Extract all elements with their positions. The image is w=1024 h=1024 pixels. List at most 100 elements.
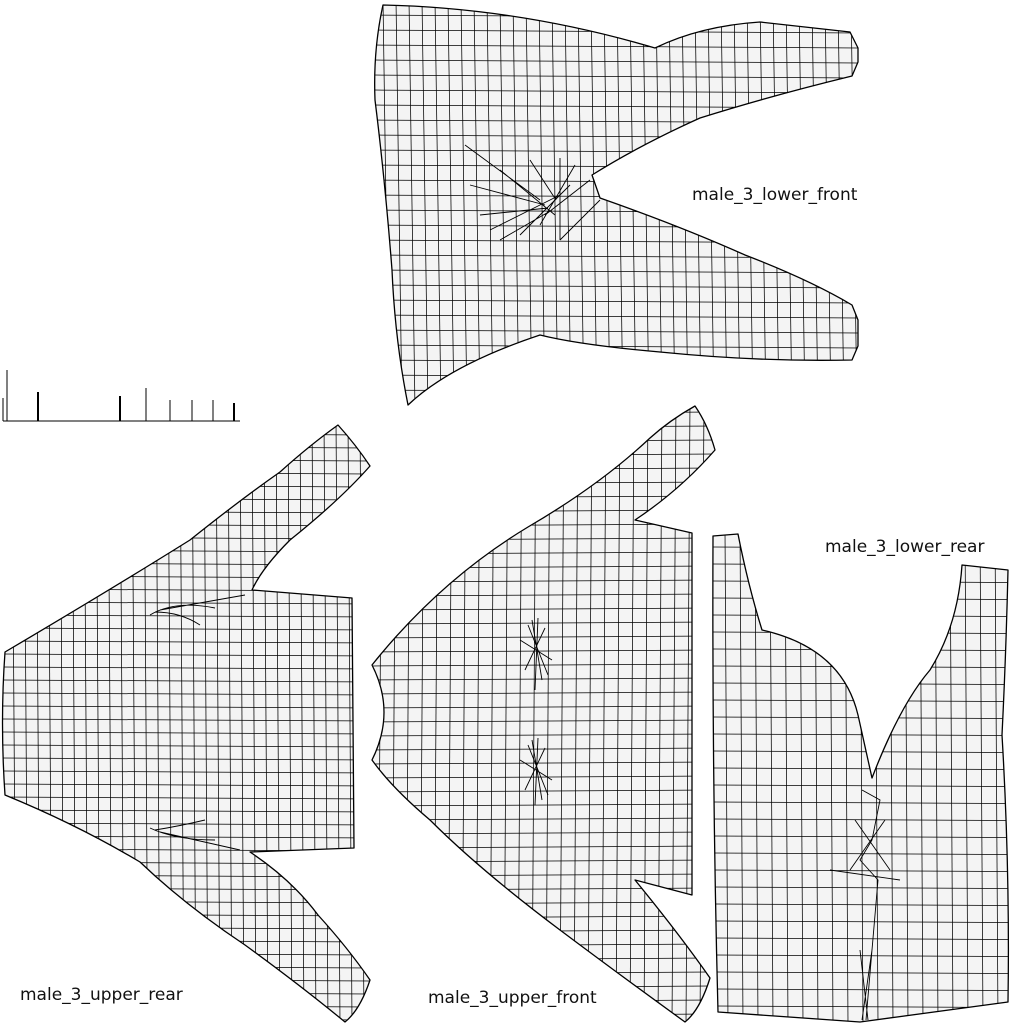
- pattern-upper-rear: [1, 420, 376, 1024]
- mesh-line: [712, 988, 1009, 991]
- mesh-line: [372, 411, 715, 415]
- mesh-line: [699, 406, 705, 1022]
- mesh-line: [573, 406, 579, 1022]
- mesh-line: [964, 534, 969, 1022]
- lower-rear-seam-dense: [829, 789, 901, 1021]
- pattern-lower-front: [370, 0, 862, 406]
- mesh-line: [447, 5, 455, 405]
- mesh-line: [712, 750, 1009, 753]
- upper-front-dart-top: [519, 617, 553, 691]
- mesh-line: [372, 803, 715, 807]
- mesh-line: [739, 534, 744, 1022]
- upper-rear-dart-bottom: [149, 819, 241, 851]
- mesh-line: [2, 692, 370, 696]
- mesh-line: [227, 425, 233, 1022]
- mesh-line: [372, 621, 715, 625]
- mesh-line: [724, 534, 729, 1022]
- mesh-line: [372, 775, 715, 779]
- mesh-line: [434, 5, 442, 405]
- mesh-line: [372, 607, 715, 611]
- mesh-line: [460, 5, 468, 405]
- mesh-line: [374, 269, 858, 274]
- mesh-line: [311, 425, 317, 1022]
- mesh-line: [372, 719, 715, 723]
- mesh-line: [712, 971, 1009, 974]
- mesh-line: [712, 835, 1009, 838]
- mesh-line: [395, 5, 403, 405]
- mesh-line: [2, 809, 370, 813]
- mesh-line: [486, 5, 494, 405]
- mesh-line: [372, 705, 715, 709]
- mesh-line: [712, 801, 1009, 804]
- mesh-line: [374, 404, 858, 405]
- mesh-line: [275, 425, 281, 1022]
- mesh-line: [499, 5, 507, 405]
- mesh-line: [372, 761, 715, 765]
- mesh-line: [372, 509, 715, 513]
- mesh-line: [590, 5, 598, 405]
- mesh-line: [370, 0, 862, 3]
- mesh-line: [2, 536, 370, 540]
- mesh-line: [754, 534, 759, 1022]
- mesh-line: [2, 1004, 370, 1008]
- mesh-line: [712, 784, 1009, 787]
- lower-front-seam-dense: [464, 144, 601, 241]
- mesh-line: [372, 635, 715, 639]
- mesh-line: [2, 666, 370, 670]
- pattern-upper-front: [364, 400, 716, 1024]
- scale-ticks: [2, 370, 240, 422]
- mesh-line: [251, 425, 257, 1022]
- mesh-line: [712, 767, 1009, 770]
- mesh-line: [421, 5, 429, 405]
- mesh-line: [994, 534, 999, 1022]
- mesh-line: [643, 406, 649, 1022]
- mesh-line: [2, 653, 370, 657]
- mesh-line: [2, 757, 370, 761]
- upper-front-outline: [371, 405, 716, 1023]
- upper-rear-dart-top: [149, 594, 246, 626]
- mesh-line: [372, 747, 715, 751]
- mesh-line: [2, 432, 370, 436]
- mesh-line: [587, 406, 593, 1022]
- mesh-line: [374, 44, 858, 49]
- mesh-line: [372, 649, 715, 653]
- mesh-line: [712, 733, 1009, 736]
- mesh-line: [615, 406, 621, 1022]
- mesh-line: [408, 5, 416, 405]
- mesh-line: [359, 425, 365, 1022]
- mesh-line: [2, 783, 370, 787]
- upper-rear-outline: [1, 424, 371, 1023]
- mesh-line: [712, 903, 1009, 906]
- mesh-line: [712, 1005, 1009, 1008]
- mesh-line: [364, 400, 368, 1024]
- mesh-line: [712, 818, 1009, 821]
- mesh-line: [372, 663, 715, 667]
- mesh-line: [712, 920, 1009, 923]
- mesh-line: [374, 314, 858, 319]
- mesh-line: [374, 299, 858, 304]
- mesh-line: [2, 744, 370, 748]
- mesh-line: [577, 5, 585, 405]
- mesh-line: [374, 89, 858, 94]
- mesh-line: [512, 5, 520, 405]
- mesh-line: [372, 1013, 715, 1017]
- label-upper-front: male_3_upper_front: [428, 988, 597, 1008]
- mesh-line: [372, 789, 715, 793]
- mesh-line: [215, 425, 221, 1022]
- mesh-line: [2, 627, 370, 631]
- mesh-line: [2, 705, 370, 709]
- mesh-line: [2, 523, 370, 527]
- mesh-line: [2, 679, 370, 683]
- lower-front-outline: [374, 4, 859, 406]
- mesh-line: [374, 59, 858, 64]
- mesh-line: [239, 425, 245, 1022]
- label-upper-rear: male_3_upper_rear: [20, 985, 183, 1005]
- mesh-line: [374, 329, 858, 334]
- mesh-line: [710, 530, 1012, 532]
- pattern-lower-rear: [710, 530, 1012, 1023]
- mesh-line: [2, 770, 370, 774]
- mesh-line: [372, 420, 376, 1024]
- mesh-line: [374, 344, 858, 349]
- mesh-line: [712, 869, 1009, 872]
